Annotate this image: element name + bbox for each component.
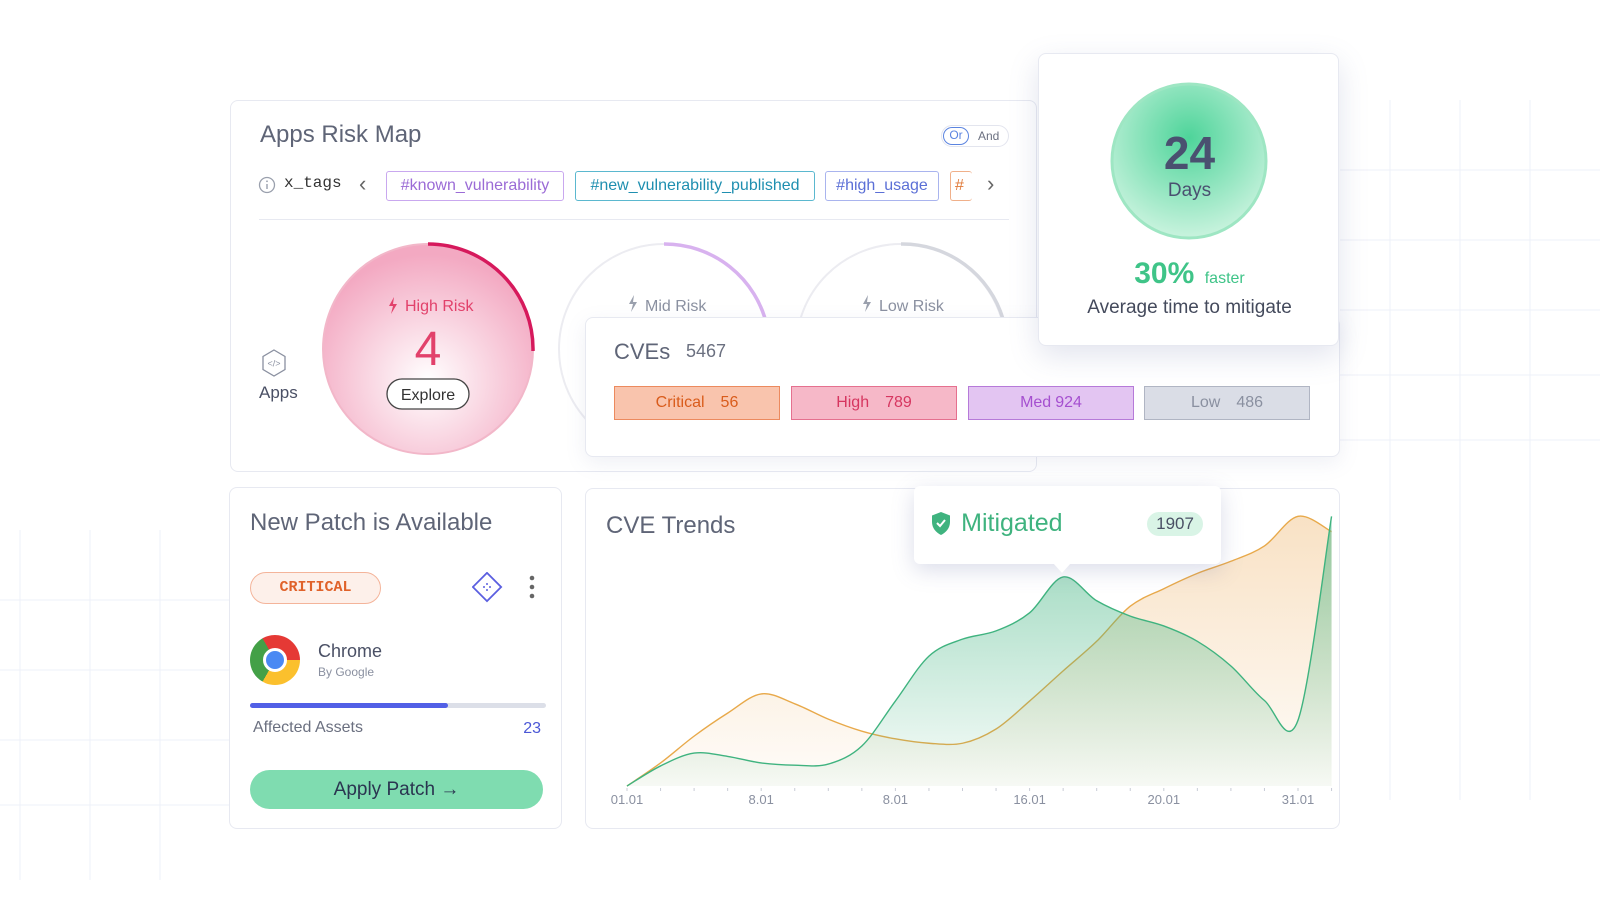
mitigation-card: 24 Days 30% faster Average time to mitig…	[1038, 53, 1339, 346]
line	[626, 516, 1333, 787]
app-name: Chrome	[318, 641, 383, 661]
metric-value: 23	[523, 720, 541, 737]
tooltip-value: 1907	[1147, 512, 1203, 536]
severity-badge[interactable]: Critical 56	[614, 386, 780, 420]
chrome-logo	[250, 635, 300, 685]
severity-badge[interactable]: Med 924	[968, 386, 1134, 420]
severity-pill: CRITICAL	[250, 572, 381, 604]
tag-label: x_tags	[284, 174, 342, 192]
tag[interactable]: #known_vulnerability	[386, 171, 564, 201]
patch-icons	[472, 572, 535, 603]
x-tick-label: 8.01	[749, 792, 774, 807]
badge-count: 924	[1055, 394, 1082, 411]
tag[interactable]: #high_usage	[825, 171, 939, 201]
x-tick-label: 16.01	[1013, 792, 1046, 807]
cve-total: 5467	[686, 341, 727, 361]
card-title: Apps Risk Map	[260, 121, 422, 148]
apps-icon: </>	[262, 349, 286, 377]
card-title: New Patch is Available	[250, 509, 493, 536]
x-tick-label: 20.01	[1148, 792, 1181, 807]
x-tick-label: 8.01	[883, 792, 908, 807]
apply-button[interactable]: Apply Patch →	[250, 770, 543, 809]
gauge-label: High Risk	[405, 298, 474, 315]
x-tick-label: 31.01	[1282, 792, 1315, 807]
card-title: CVEs	[614, 339, 671, 364]
scroll-left[interactable]: ‹	[359, 171, 367, 196]
gauge-value: 4	[415, 323, 442, 376]
badge-name: Low	[1190, 394, 1221, 411]
gauge-label: Mid Risk	[645, 298, 707, 315]
explore-button[interactable]	[386, 378, 470, 410]
percent: 30%	[1134, 257, 1195, 290]
chart-title: CVE Trends	[606, 512, 736, 539]
tag[interactable]: #new_vulnerability_published	[575, 171, 815, 201]
apps-label: Apps	[259, 383, 298, 402]
tooltip-pointer	[1053, 563, 1072, 573]
patch-card: New Patch is Available CRITICAL Chrome B…	[229, 487, 562, 829]
cves-card: CVEs 5467 Critical 56 High 789 Med 924 Low 4…	[585, 317, 1340, 457]
progress-fill	[250, 703, 448, 708]
gauge-arc	[900, 242, 1005, 320]
badge-count: 486	[1236, 394, 1264, 411]
badge-name: Med	[1020, 394, 1052, 411]
badge-count: 789	[885, 394, 912, 411]
divider	[259, 219, 1009, 220]
button-label[interactable]: Apply Patch	[333, 779, 436, 800]
metric-label: Affected Assets	[253, 719, 363, 736]
progress-track	[250, 703, 546, 708]
svg-text:</>: </>	[267, 359, 280, 369]
toggle[interactable]: Or And	[941, 125, 1009, 147]
chart: 01.01 8.01 8.01 16.01 20.01 31.01	[611, 515, 1333, 807]
badge-count: 56	[720, 394, 739, 411]
percent-note: faster	[1204, 270, 1245, 287]
tooltip-series: Mitigated	[961, 509, 1063, 537]
badge-name: High	[836, 394, 870, 411]
gauge-arc	[427, 242, 535, 352]
gauge-arc	[663, 242, 769, 327]
x-tick-label: 01.01	[611, 792, 644, 807]
badge-name: Critical	[655, 394, 705, 411]
tag[interactable]: #	[950, 171, 972, 201]
app-vendor: By Google	[318, 665, 375, 679]
mitigation-value: 24	[1163, 127, 1216, 179]
caption: Average time to mitigate	[1087, 297, 1292, 318]
tooltip: Mitigated 1907	[914, 486, 1222, 573]
improvement: 30% faster	[1039, 257, 1340, 291]
severity-badge[interactable]: High 789	[791, 386, 957, 420]
severity-badge[interactable]: Low 486	[1144, 386, 1310, 420]
toggle-option[interactable]: And	[978, 129, 1000, 143]
toggle-option[interactable]: Or	[943, 127, 969, 145]
button-label[interactable]: Explore	[401, 387, 455, 404]
shield-icon	[932, 512, 951, 535]
mitigation-unit: Days	[1167, 180, 1212, 201]
scroll-right[interactable]: ›	[987, 171, 995, 196]
area	[627, 516, 1332, 786]
gauge-label: Low Risk	[879, 298, 945, 315]
info-icon	[258, 176, 276, 194]
mitigation-circle	[1110, 82, 1268, 240]
